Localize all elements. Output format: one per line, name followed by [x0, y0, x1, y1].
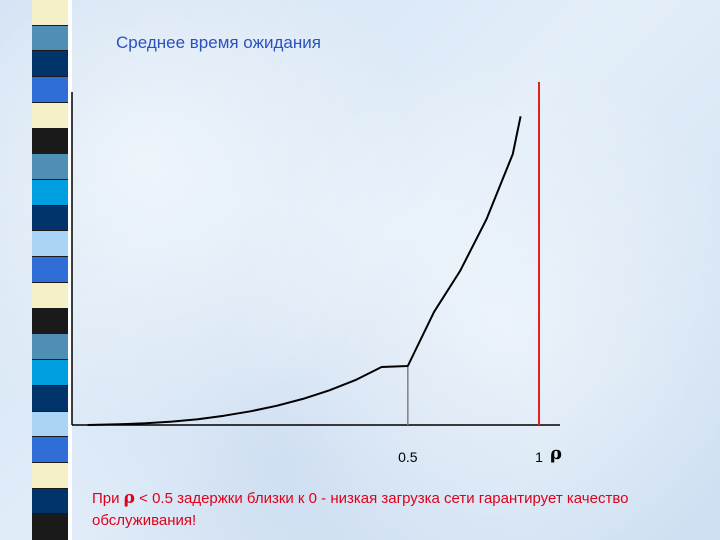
stripe-segment	[32, 282, 68, 309]
stripe-segment	[32, 411, 68, 438]
stripe-segment	[32, 77, 68, 103]
stripe-segment	[32, 514, 68, 540]
conclusion-note: При ρ < 0.5 задержки близки к 0 - низкая…	[92, 487, 692, 532]
stripe-bar-edge	[68, 0, 72, 540]
stripe-segment	[32, 25, 68, 52]
chart-title: Среднее время ожидания	[116, 33, 321, 52]
stripe-segment	[32, 334, 68, 361]
stripe-segment	[32, 462, 68, 489]
stripe-segment	[32, 488, 68, 515]
x-axis-label-rho: ρ	[550, 443, 562, 464]
stripe-segment	[32, 437, 68, 463]
stripe-segment	[32, 257, 68, 283]
stripe-segment	[32, 0, 68, 26]
stripe-segment	[32, 205, 68, 232]
stripe-segment	[32, 308, 68, 335]
note-text: < 0.5 задержки близки к 0 - низкая загру…	[92, 490, 629, 529]
stripe-segment	[32, 360, 68, 386]
x-tick-label: 0.5	[398, 449, 418, 465]
waiting-time-curve	[87, 116, 522, 426]
stripe-segment	[32, 128, 68, 155]
stripe-segment	[32, 102, 68, 129]
stripe-segment	[32, 180, 68, 206]
note-prefix: При	[92, 490, 124, 507]
stripe-segment	[32, 231, 68, 258]
x-tick-label: 1	[535, 449, 543, 465]
stripe-segment	[32, 154, 68, 181]
decorative-stripe-bar	[32, 0, 68, 540]
note-rho-symbol: ρ	[123, 488, 135, 508]
stripe-segment	[32, 385, 68, 412]
stripe-segment	[32, 51, 68, 78]
